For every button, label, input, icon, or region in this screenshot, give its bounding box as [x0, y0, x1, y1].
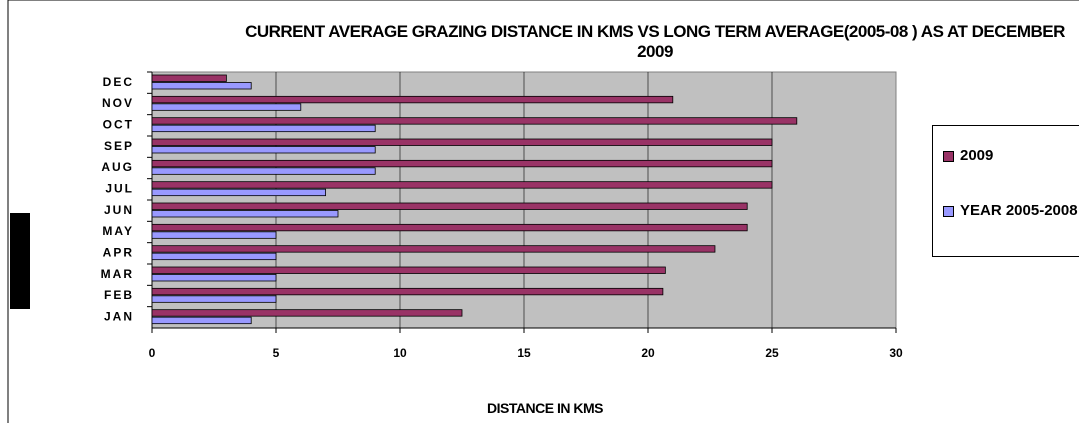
legend-label: 2009	[960, 147, 994, 164]
y-tick-label: FEB	[104, 288, 134, 302]
y-tick-label: JAN	[104, 310, 134, 324]
bar	[151, 231, 277, 239]
bar	[151, 167, 376, 175]
bar	[151, 138, 773, 146]
bar	[151, 287, 664, 296]
bar	[151, 223, 748, 232]
y-tick-label: OCT	[103, 118, 134, 132]
bar	[151, 181, 773, 189]
bar	[151, 245, 716, 253]
bar	[151, 202, 748, 210]
y-tick-label: MAY	[102, 224, 134, 238]
bar	[151, 266, 666, 274]
bar	[151, 309, 463, 317]
bar	[151, 74, 227, 82]
bar	[151, 146, 376, 154]
y-tick-label: DEC	[103, 75, 134, 89]
x-tick-label: 20	[641, 346, 655, 360]
x-tick-label: 0	[149, 346, 156, 360]
y-tick-label: MAR	[101, 267, 134, 281]
x-axis-label: DISTANCE IN KMS	[487, 400, 603, 416]
bar	[151, 274, 277, 282]
y-tick-label: JUL	[105, 182, 134, 196]
bar	[151, 124, 376, 133]
y-tick-label: APR	[103, 246, 134, 260]
legend: 2009 YEAR 2005-2008	[932, 125, 1079, 257]
bar	[151, 159, 773, 168]
bar	[151, 188, 327, 197]
legend-label: YEAR 2005-2008	[960, 202, 1078, 219]
side-block	[10, 213, 30, 309]
x-tick-label: 15	[517, 346, 531, 360]
x-tick-label: 10	[393, 346, 407, 360]
legend-swatch	[943, 206, 954, 217]
legend-swatch	[943, 151, 954, 162]
y-tick-label: JUN	[104, 203, 134, 217]
bar	[151, 117, 798, 125]
bar	[151, 210, 339, 218]
y-tick-label: AUG	[101, 160, 134, 174]
bar	[151, 82, 252, 90]
chart-title: CURRENT AVERAGE GRAZING DISTANCE IN KMS …	[245, 22, 1065, 61]
x-tick-label: 5	[273, 346, 280, 360]
y-tick-label: NOV	[102, 96, 134, 110]
x-tick-label: 25	[765, 346, 779, 360]
bar	[151, 252, 277, 261]
chart-frame	[7, 0, 1079, 423]
x-tick-label: 30	[889, 346, 903, 360]
bar	[151, 103, 302, 111]
bar	[151, 95, 674, 104]
bar	[151, 316, 252, 325]
bar	[151, 295, 277, 303]
y-tick-label: SEP	[104, 139, 134, 153]
